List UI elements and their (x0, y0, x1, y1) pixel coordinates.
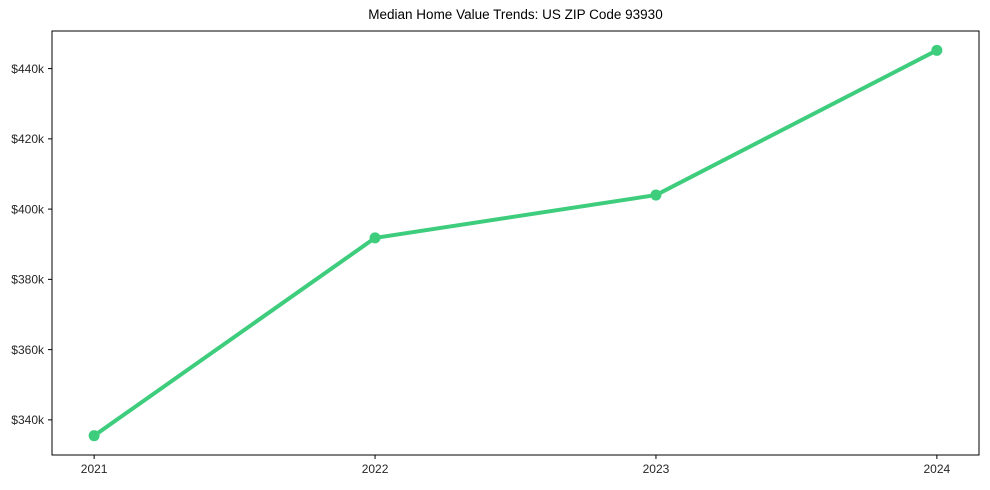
y-tick-label: $440k (11, 62, 45, 76)
trend-line (92, 48, 939, 438)
data-point-marker (650, 189, 662, 201)
y-tick-label: $400k (11, 202, 45, 216)
x-tick-label: 2021 (81, 462, 108, 476)
data-point-marker (369, 232, 381, 244)
chart-title: Median Home Value Trends: US ZIP Code 93… (368, 7, 663, 22)
data-point-marker (88, 430, 100, 442)
x-tick-label: 2023 (643, 462, 670, 476)
y-tick-label: $360k (11, 343, 45, 357)
y-tick-label: $340k (11, 413, 45, 427)
data-point-marker (931, 44, 943, 56)
x-tick-label: 2022 (362, 462, 389, 476)
x-tick-label: 2024 (924, 462, 951, 476)
y-tick-label: $420k (11, 132, 45, 146)
y-tick-label: $380k (11, 273, 45, 287)
plot-border (51, 30, 980, 456)
